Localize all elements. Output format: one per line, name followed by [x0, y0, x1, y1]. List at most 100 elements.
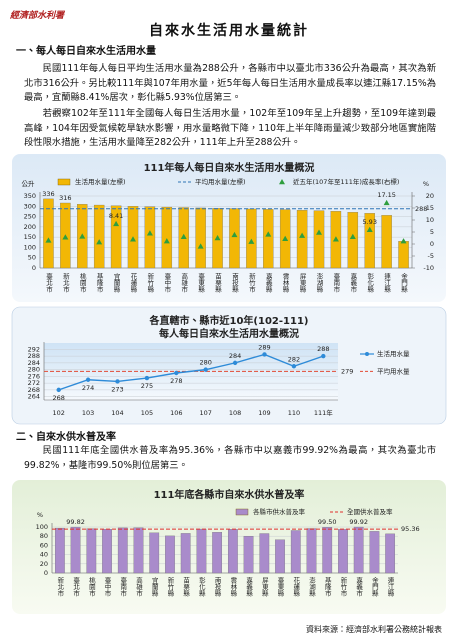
- y2-tick-label: -5: [428, 252, 434, 260]
- legend-label: 平均用水量: [377, 366, 410, 375]
- y2-axis-label: %: [423, 180, 429, 188]
- growth-marker: [96, 239, 103, 245]
- x-tick-label: 109: [258, 409, 270, 417]
- bar: [165, 535, 175, 574]
- point: [321, 353, 326, 359]
- x-tick-label: 111年: [314, 408, 333, 417]
- section-heading: 一、每人每日自來水生活用水量: [16, 46, 156, 57]
- x-tick-label: 桃園市: [78, 272, 86, 294]
- bar: [117, 527, 128, 574]
- y-tick-label: 60: [40, 541, 48, 549]
- x-tick-label: 桃園市: [87, 576, 95, 598]
- y-tick-label: 40: [40, 551, 48, 559]
- paragraph: 若觀察102年至111年全國每人每日生活用水量，102年至109年呈上升趨勢，至…: [24, 108, 436, 149]
- x-tick-label: 104: [111, 409, 123, 417]
- legend-swatch: [235, 508, 249, 516]
- bar: [338, 529, 348, 574]
- growth-marker: [366, 226, 373, 233]
- reference-label: 288: [415, 205, 427, 213]
- growth-marker: [349, 233, 356, 240]
- growth-marker: [400, 238, 407, 244]
- x-tick-label: 臺中市: [103, 576, 111, 598]
- x-tick-label: 新竹市: [339, 576, 347, 598]
- bar: [259, 533, 270, 574]
- y-tick-label: 200: [24, 223, 36, 231]
- data-label: 280: [199, 359, 211, 367]
- bar: [229, 208, 240, 269]
- page-title: 自來水生活用水量統計: [149, 23, 309, 39]
- x-tick-label: 屏東縣: [260, 577, 268, 598]
- bar: [353, 526, 364, 574]
- y-tick-label: 0: [32, 264, 36, 272]
- data-label: 273: [111, 385, 123, 393]
- growth-marker: [45, 237, 52, 243]
- y-tick-label: 284: [28, 359, 40, 367]
- data-label: 274: [82, 384, 94, 392]
- x-tick-label: 新竹市: [247, 272, 255, 294]
- bar: [102, 529, 112, 574]
- growth-marker: [299, 232, 306, 238]
- bar: [313, 210, 325, 269]
- y-tick-label: 100: [36, 523, 48, 531]
- data-label: 278: [170, 377, 182, 385]
- bar: [385, 533, 396, 574]
- bar: [290, 530, 301, 574]
- point: [262, 352, 267, 357]
- point: [291, 364, 297, 369]
- growth-marker: [146, 230, 153, 236]
- growth-marker: [62, 234, 69, 240]
- x-tick-label: 108: [229, 409, 241, 417]
- x-tick-label: 110: [288, 409, 300, 417]
- data-label: 8.41: [109, 212, 123, 220]
- bar: [133, 527, 144, 574]
- x-tick-label: 基隆市: [95, 272, 103, 294]
- growth-marker: [265, 231, 272, 237]
- data-label: 275: [141, 382, 153, 390]
- x-tick-label: 澎湖縣: [308, 576, 316, 598]
- x-tick-label: 連江縣: [383, 272, 391, 294]
- logo: 經濟部水利署: [10, 11, 65, 21]
- bar: [227, 529, 238, 574]
- data-label: 99.82: [66, 518, 85, 526]
- x-tick-label: 臺北市: [72, 576, 80, 598]
- legend-label: 生活用水量(左標): [75, 177, 126, 186]
- y-tick-label: 280: [28, 366, 40, 374]
- x-tick-label: 高雄市: [135, 576, 143, 598]
- data-label: 316: [59, 194, 71, 202]
- x-tick-label: 嘉義縣: [264, 272, 272, 294]
- y-axis-label: 公升: [22, 179, 36, 188]
- point: [115, 379, 120, 384]
- y-tick-label: 350: [24, 192, 36, 200]
- chart-title: 111年底各縣市自來水供水普及率: [154, 488, 305, 501]
- bar: [275, 539, 285, 574]
- bar: [347, 212, 359, 269]
- paragraph: 民國111年每人每日平均生活用水量為288公升，各縣市中以臺北市336公升為最高…: [24, 63, 436, 104]
- bar: [161, 206, 173, 269]
- x-tick-label: 基隆市: [323, 576, 331, 598]
- bar: [86, 528, 97, 574]
- y2-tick-label: -10: [423, 264, 434, 272]
- data-label: 268: [52, 394, 64, 402]
- x-tick-label: 雲林縣: [281, 273, 289, 294]
- bar: [93, 204, 105, 269]
- reference-label: 95.36: [401, 525, 420, 533]
- data-label: 99.50: [318, 518, 337, 526]
- data-label: 288: [317, 345, 329, 353]
- x-tick-label: 苗栗縣: [182, 577, 190, 598]
- bar: [306, 528, 317, 574]
- bar: [70, 526, 81, 574]
- x-tick-label: 苗栗縣: [214, 273, 222, 294]
- data-label: 336: [42, 190, 54, 198]
- growth-marker: [231, 231, 238, 238]
- bar: [195, 207, 206, 269]
- reference-label: 279: [341, 367, 353, 375]
- growth-marker: [180, 233, 187, 240]
- y-tick-label: 264: [28, 393, 40, 401]
- bar: [398, 241, 409, 269]
- data-label: 17.15: [377, 191, 396, 199]
- y2-tick-label: 10: [426, 216, 434, 224]
- growth-marker: [214, 235, 221, 241]
- y-tick-label: 20: [40, 560, 48, 568]
